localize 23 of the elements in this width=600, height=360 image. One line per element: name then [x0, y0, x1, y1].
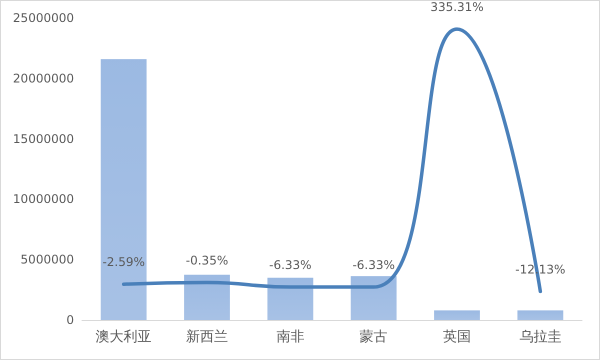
- y-tick-label: 15000000: [12, 132, 74, 146]
- x-tick-label: 乌拉圭: [519, 329, 562, 345]
- bar: [434, 310, 480, 320]
- x-tick-label: 蒙古: [360, 329, 388, 345]
- y-tick-label: 5000000: [20, 252, 74, 267]
- bar: [517, 310, 564, 320]
- bar: [100, 59, 147, 320]
- y-tick-label: 25000000: [12, 11, 74, 25]
- x-tick-label: 英国: [443, 329, 471, 345]
- bar: [267, 278, 314, 320]
- y-tick-label: 20000000: [12, 71, 74, 86]
- data-label: -6.33%: [269, 258, 312, 272]
- data-label: -0.35%: [186, 254, 228, 268]
- x-tick-label: 新西兰: [186, 329, 228, 345]
- data-label: -6.33%: [352, 258, 395, 272]
- y-tick-label: 0: [66, 313, 74, 327]
- data-label: 335.31%: [430, 0, 484, 14]
- y-tick-label: 10000000: [12, 192, 74, 206]
- x-tick-label: 南非: [276, 329, 304, 345]
- bar: [350, 276, 397, 320]
- data-label: -2.59%: [102, 255, 145, 270]
- bar: [184, 274, 230, 320]
- x-tick-label: 澳大利亚: [96, 329, 152, 345]
